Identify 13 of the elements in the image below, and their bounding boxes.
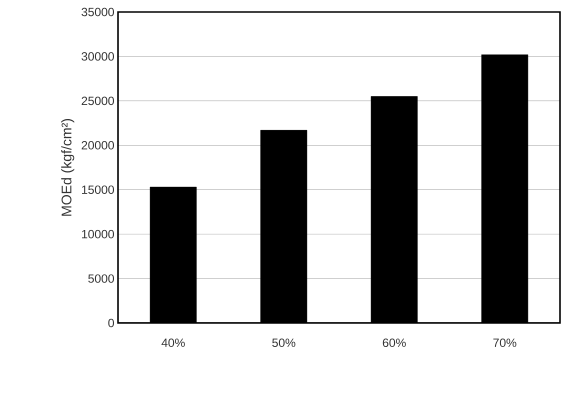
y-tick-label: 30000: [82, 52, 114, 61]
x-tick-label: 60%: [382, 338, 406, 348]
y-axis-title: MOEd (kgf/cm²): [61, 118, 74, 216]
y-tick-label: 25000: [82, 96, 114, 106]
y-tick-label: 15000: [82, 185, 114, 194]
x-tick-label: 40%: [162, 338, 185, 348]
y-tick-label: 0: [108, 318, 114, 328]
y-tick-label: 35000: [82, 8, 114, 16]
y-tick-label: 20000: [82, 141, 114, 150]
x-tick-label: 70%: [493, 338, 516, 348]
x-tick-label: 50%: [272, 338, 296, 348]
y-tick-label: 10000: [82, 230, 114, 238]
y-tick-label: 5000: [88, 274, 114, 283]
